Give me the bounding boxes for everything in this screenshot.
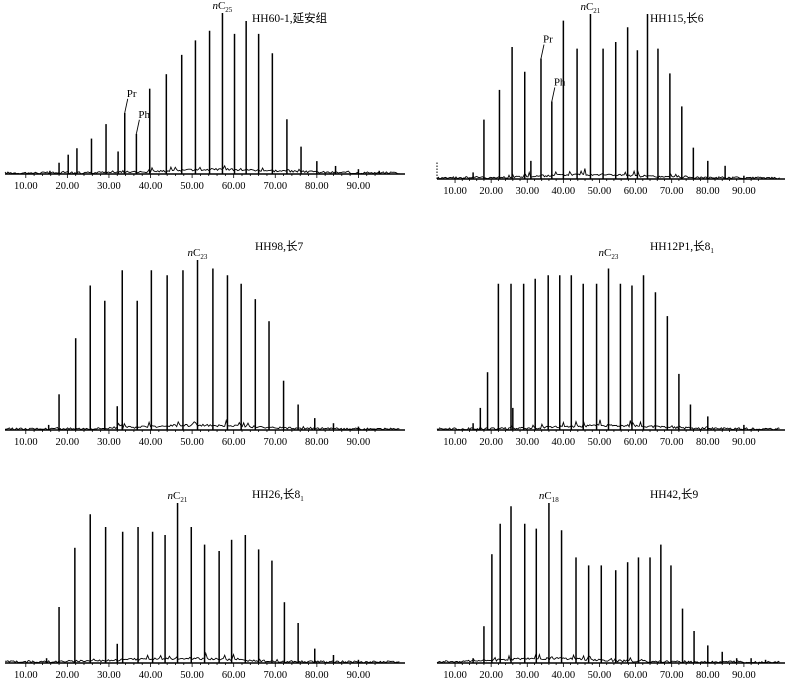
- sample-label: HH26,长81: [252, 488, 304, 503]
- x-tick-label: 80.00: [696, 670, 720, 679]
- peak-annotation-pr: Pr: [543, 34, 553, 46]
- x-tick-label: 70.00: [660, 186, 684, 197]
- x-tick-label: 50.00: [588, 437, 612, 448]
- x-tick-label: 90.00: [347, 181, 371, 192]
- x-tick-label: 50.00: [588, 670, 612, 679]
- x-tick-label: 60.00: [624, 670, 648, 679]
- x-tick-label: 40.00: [139, 670, 163, 679]
- x-tick-label: 40.00: [552, 670, 576, 679]
- peak-annotation-ph: Ph: [138, 109, 150, 121]
- x-tick-label: 50.00: [588, 186, 612, 197]
- annotation-leader: [135, 119, 140, 134]
- x-tick-label: 60.00: [222, 181, 246, 192]
- annotation-leader: [124, 98, 129, 113]
- chromatogram-panel: 10.00 20.00 30.00 40.00 50.00 60.00 70.00 80.00…: [4, 240, 405, 448]
- baseline-trace: [4, 418, 400, 431]
- peak-annotation-pr: Pr: [127, 88, 137, 100]
- chromatogram-panel: 10.00 20.00 30.00 40.00 50.00 60.00 70.00 80.00…: [436, 1, 785, 197]
- x-tick-label: 60.00: [222, 437, 246, 448]
- max-peak-label: nC21: [580, 1, 600, 15]
- x-tick-label: 20.00: [479, 670, 503, 679]
- x-tick-label: 50.00: [180, 437, 204, 448]
- sample-label: HH98,长7: [255, 240, 303, 253]
- x-tick-label: 30.00: [97, 437, 121, 448]
- x-tick-label: 10.00: [443, 670, 467, 679]
- x-tick-label: 70.00: [263, 670, 287, 679]
- x-tick-label: 80.00: [305, 181, 329, 192]
- annotation-leader: [551, 87, 556, 102]
- x-tick-label: 40.00: [139, 437, 163, 448]
- x-tick-label: 90.00: [732, 670, 756, 679]
- x-tick-label: 30.00: [515, 186, 539, 197]
- x-tick-label: 20.00: [479, 437, 503, 448]
- x-tick-label: 10.00: [14, 181, 38, 192]
- x-tick-label: 20.00: [56, 181, 80, 192]
- baseline-trace: [436, 653, 780, 664]
- x-tick-label: 30.00: [515, 670, 539, 679]
- sample-label: HH60-1,延安组: [252, 11, 328, 25]
- x-tick-label: 60.00: [222, 670, 246, 679]
- x-tick-label: 60.00: [624, 437, 648, 448]
- x-tick-label: 10.00: [443, 437, 467, 448]
- x-tick-label: 70.00: [263, 181, 287, 192]
- x-tick-label: 90.00: [732, 437, 756, 448]
- x-tick-label: 90.00: [347, 437, 371, 448]
- x-tick-label: 10.00: [14, 670, 38, 679]
- chromatogram-panel: 10.00 20.00 30.00 40.00 50.00 60.00 70.00 80.00…: [436, 240, 785, 448]
- peak-annotation-ph: Ph: [554, 76, 566, 88]
- max-peak-label: nC23: [188, 247, 208, 261]
- x-tick-label: 80.00: [305, 670, 329, 679]
- x-tick-label: 70.00: [660, 670, 684, 679]
- x-tick-label: 50.00: [180, 181, 204, 192]
- x-tick-label: 10.00: [14, 437, 38, 448]
- sample-label: HH42,长9: [650, 488, 698, 501]
- chromatogram-panel: 10.00 20.00 30.00 40.00 50.00 60.00 70.00 80.00…: [4, 0, 405, 192]
- chromatogram-panel: 10.00 20.00 30.00 40.00 50.00 60.00 70.00 80.00…: [4, 488, 405, 681]
- x-tick-label: 60.00: [624, 186, 648, 197]
- x-tick-label: 20.00: [56, 437, 80, 448]
- max-peak-label: nC23: [599, 247, 619, 261]
- x-tick-label: 80.00: [696, 186, 720, 197]
- x-tick-label: 20.00: [56, 670, 80, 679]
- sample-label: HH12P1,长81: [650, 240, 714, 255]
- baseline-trace: [436, 168, 780, 180]
- x-tick-label: 50.00: [180, 670, 204, 679]
- baseline-trace: [4, 164, 400, 175]
- x-tick-label: 80.00: [696, 437, 720, 448]
- x-tick-label: 10.00: [443, 186, 467, 197]
- x-tick-label: 40.00: [552, 186, 576, 197]
- x-tick-label: 70.00: [660, 437, 684, 448]
- x-tick-label: 90.00: [732, 186, 756, 197]
- sample-label: HH115,长6: [650, 12, 704, 25]
- max-peak-label: nC21: [168, 490, 188, 504]
- x-tick-label: 90.00: [347, 670, 371, 679]
- x-tick-label: 30.00: [97, 181, 121, 192]
- x-tick-label: 40.00: [139, 181, 163, 192]
- x-tick-label: 70.00: [263, 437, 287, 448]
- max-peak-label: nC25: [212, 0, 232, 14]
- x-tick-label: 30.00: [515, 437, 539, 448]
- x-tick-label: 30.00: [97, 670, 121, 679]
- x-tick-label: 20.00: [479, 186, 503, 197]
- chromatogram-panel: 10.00 20.00 30.00 40.00 50.00 60.00 70.00 80.00…: [436, 488, 785, 681]
- annotation-leader: [540, 44, 545, 59]
- max-peak-label: nC18: [539, 490, 559, 504]
- x-tick-label: 80.00: [305, 437, 329, 448]
- baseline-trace: [4, 651, 400, 664]
- x-tick-label: 40.00: [552, 437, 576, 448]
